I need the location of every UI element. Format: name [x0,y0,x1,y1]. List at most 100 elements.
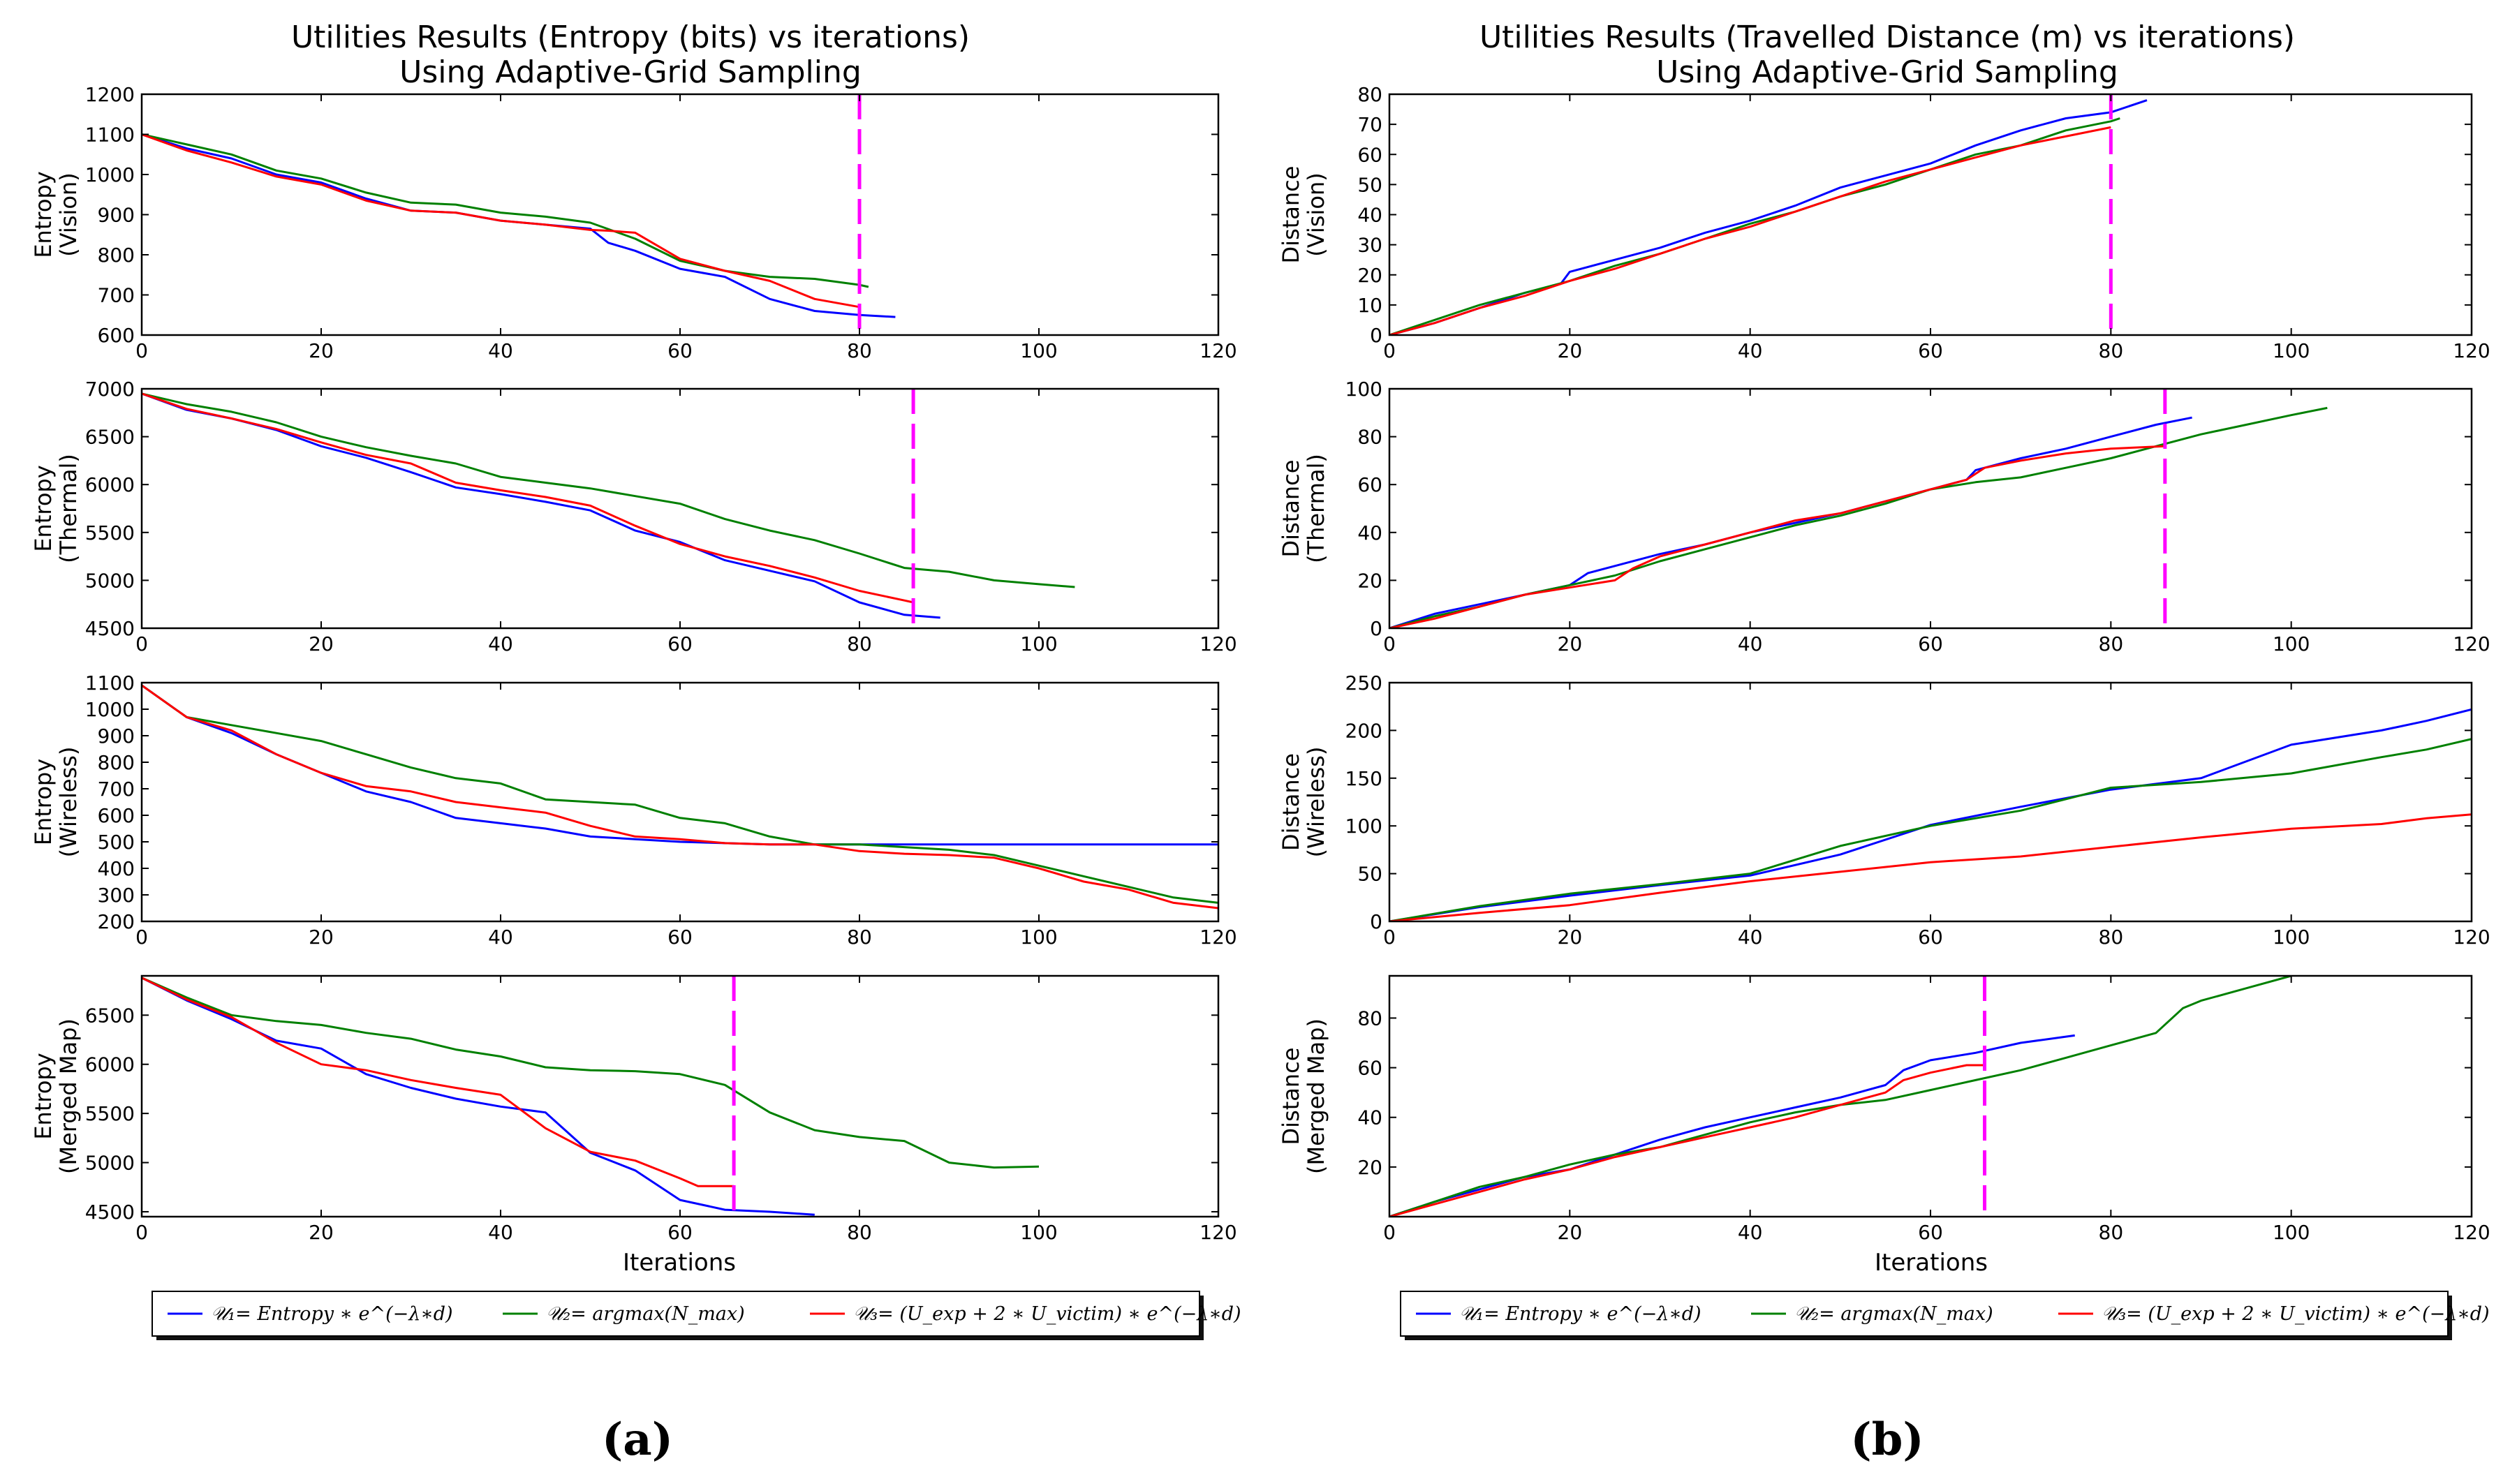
chart-b-sub4-xtick-label: 20 [1558,1221,1583,1244]
chart-b-sub3-line-u2 [1389,738,2472,921]
panel-label-b: (b) [1850,1413,1924,1466]
chart-b-sub4-xtick-label: 60 [1918,1221,1943,1244]
chart-a-sub2-xtick-label: 120 [1199,632,1236,655]
chart-a-sub2-ytick-label: 6000 [85,473,135,496]
chart-a-sub2-line-u2 [142,392,1075,588]
chart-b-sub1-xtick-label: 20 [1558,339,1583,362]
chart-a-sub2-ylabel-line: Entropy [30,465,57,551]
chart-a-sub2: 0 20 40 60 80 100 120 4500 5000 5500 6000 6500 7000 E… [30,378,1237,655]
chart-a-sub2-line-u3 [142,392,914,604]
chart-a-sub3-ytick-label: 1000 [85,698,135,721]
chart-b-sub3-ytick-label: 100 [1345,815,1382,838]
chart-b-sub4-ytick-label: 60 [1357,1057,1382,1080]
chart-a-sub4-xtick-label: 0 [135,1221,148,1244]
chart-a-sub3-ylabel-line: (Wireless) [55,747,82,858]
chart-a-sub3-xtick-label: 80 [847,926,872,949]
chart-a-sub2-xtick-label: 0 [135,632,148,655]
chart-a-sub3-xtick-label: 0 [135,926,148,949]
chart-b-sub4-ytick-label: 40 [1357,1106,1382,1129]
chart-a-sub3-ytick-label: 1100 [85,671,135,695]
chart-a-sub3-line-u2 [142,684,1218,904]
chart-a-sub3: 0 20 40 60 80 100 120 200 300 400 500 600 700 800 900 1… [30,671,1237,949]
chart-b-sub2-ylabel: Distance(Thermal) [1278,454,1329,563]
chart-a-sub1-xtick-label: 20 [309,339,334,362]
chart-b-sub4-line-u2 [1389,976,2292,1217]
chart-a-sub1-xtick-label: 40 [488,339,513,362]
chart-b-xlabel: Iterations [1875,1249,1988,1277]
chart-a-sub1-line-u3 [142,133,860,309]
chart-b-sub4-ylabel: Distance(Merged Map) [1278,1018,1329,1174]
chart-b-sub3-ylabel-line: Distance [1278,753,1304,851]
chart-b-sub1-ytick-label: 40 [1357,204,1382,227]
chart-a-sub4-xtick-label: 20 [309,1221,334,1244]
chart-a-sub2-ylabel: Entropy(Thermal) [30,454,82,563]
chart-b-sub2-ytick-label: 100 [1345,378,1382,401]
chart-b-sub1-ytick-label: 70 [1357,113,1382,136]
chart-b-sub2-xtick-label: 20 [1558,632,1583,655]
chart-b-sub1-line-u3 [1389,126,2111,335]
chart-b-sub2-xtick-label: 100 [2273,632,2310,655]
chart-a-sub4-xtick-label: 100 [1020,1221,1057,1244]
chart-a-sub3-ylabel: Entropy(Wireless) [30,747,82,858]
chart-a-sub3-xtick-label: 60 [667,926,693,949]
chart-b-sub2-xtick-label: 0 [1383,632,1396,655]
chart-a-sub2-ytick-label: 7000 [85,378,135,401]
chart-a-sub1: 0 20 40 60 80 100 120 600 700 800 900 1000 1100 1200 E… [30,83,1237,362]
chart-b-sub3: 0 20 40 60 80 100 120 0 50 100 150 200 250 Distance(W… [1278,671,2490,949]
chart-a-sub1-ylabel: Entropy(Vision) [30,171,82,258]
chart-a-sub4-xtick-label: 60 [667,1221,693,1244]
chart-a-sub1-xtick-label: 80 [847,339,872,362]
chart-b-sub1-xtick-label: 40 [1738,339,1763,362]
chart-b-sub1-ylabel: Distance(Vision) [1278,166,1329,264]
chart-a-sub3-ytick-label: 500 [98,831,135,854]
chart-a-sub2-xtick-label: 20 [309,632,334,655]
chart-b-sub4-ylabel-line: Distance [1278,1048,1304,1145]
chart-a-sub3-ytick-label: 300 [98,884,135,907]
chart-b-sub4-xtick-label: 120 [2453,1221,2490,1244]
chart-a-sub4-ytick-label: 5000 [85,1152,135,1175]
chart-a-sub4-ylabel-line: Entropy [30,1053,57,1139]
chart-a-sub4-ytick-label: 4500 [85,1201,135,1224]
chart-a-xlabel: Iterations [623,1249,736,1277]
chart-b-sub4-xtick-label: 0 [1383,1221,1396,1244]
chart-a-sub2-xtick-label: 100 [1020,632,1057,655]
chart-b-sub1-ytick-label: 30 [1357,234,1382,257]
chart-b-sub2-xtick-label: 60 [1918,632,1943,655]
chart-a-sub1-ytick-label: 1100 [85,124,135,147]
chart-a-sub4-line-u3 [142,977,734,1187]
legend-b-u2-label: 𝒰₂= argmax(N_max) [1794,1303,1993,1325]
chart-a-sub1-ylabel-line: Entropy [30,171,57,258]
legend-a-u3-label: 𝒰₃= (U_exp + 2 ∗ U_victim) ∗ e^(−λ∗d) [853,1303,1241,1325]
chart-a-sub4-ylabel: Entropy(Merged Map) [30,1018,82,1174]
chart-b-sub1-xtick-label: 0 [1383,339,1396,362]
chart-a-sub3-ylabel-line: Entropy [30,759,57,845]
chart-b-sub4-xtick-label: 40 [1738,1221,1763,1244]
chart-b-legend: 𝒰₁= Entropy ∗ e^(−λ∗d) 𝒰₂= argmax(N_max)… [1400,1291,2490,1340]
chart-a-legend: 𝒰₁= Entropy ∗ e^(−λ∗d) 𝒰₂= argmax(N_max)… [152,1291,1241,1340]
chart-a-sub1-xtick-label: 120 [1199,339,1236,362]
chart-a-sub2-ylabel-line: (Thermal) [55,454,82,563]
chart-a-sub4-ytick-label: 6500 [85,1004,135,1027]
chart-b-sub2-ylabel-line: Distance [1278,460,1304,558]
chart-b-sub3-line-u3 [1389,813,2472,921]
chart-a-sub3-ytick-label: 600 [98,804,135,827]
chart-a-sub4-line-u2 [142,977,1040,1169]
chart-b-sub4: 0 20 40 60 80 100 120 20 40 60 80 Distance(Merged M… [1278,974,2490,1244]
chart-b-sub1-ytick-label: 50 [1357,173,1382,196]
chart-b-sub2-line-u2 [1389,406,2328,628]
chart-b-sub2-ytick-label: 80 [1357,426,1382,449]
chart-b-sub1-ytick-label: 10 [1357,294,1382,317]
chart-b-sub4-xtick-label: 100 [2273,1221,2310,1244]
chart-b-sub3-xtick-label: 40 [1738,926,1763,949]
chart-a-sub3-ytick-label: 700 [98,778,135,801]
chart-b-sub2-ytick-label: 20 [1357,569,1382,592]
chart-b-sub1-ylabel-line: (Vision) [1303,172,1329,256]
chart-b-subtitle: Using Adaptive-Grid Sampling [1656,54,2118,90]
chart-a-title: Utilities Results (Entropy (bits) vs ite… [291,20,970,55]
chart-b-sub2-xtick-label: 40 [1738,632,1763,655]
chart-b-sub1-ytick-label: 0 [1370,324,1382,347]
chart-b-sub2-ylabel-line: (Thermal) [1303,454,1329,563]
chart-b-sub3-ylabel-line: (Wireless) [1303,747,1329,858]
panel-label-a: (a) [602,1413,673,1466]
chart-b-sub2-ytick-label: 40 [1357,521,1382,544]
